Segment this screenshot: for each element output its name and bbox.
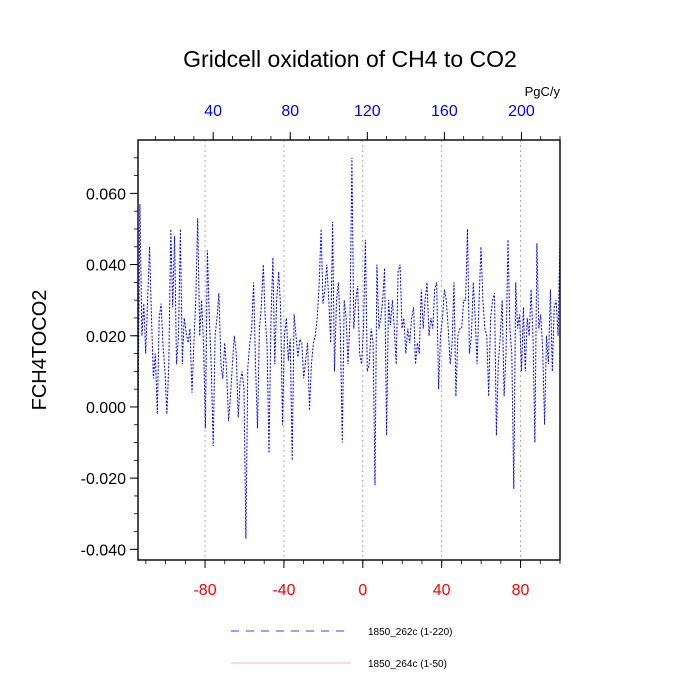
- x-bottom-tick-label: -80: [193, 582, 216, 599]
- x-top-tick-label: 160: [431, 103, 458, 120]
- x-bottom-tick-label: -40: [272, 582, 295, 599]
- x-bottom-tick-label: 80: [512, 582, 530, 599]
- x-top-tick-label: 120: [354, 103, 381, 120]
- legend: 1850_262c (1-220) 1850_264c (1-50): [231, 627, 453, 670]
- y-tick-label: 0.040: [86, 258, 126, 275]
- legend-label-1: 1850_262c (1-220): [368, 627, 453, 638]
- plot-frame: [137, 139, 561, 561]
- x-top-tick-label: 40: [204, 103, 222, 120]
- top-axis-units: PgC/y: [525, 84, 561, 99]
- chart-title: Gridcell oxidation of CH4 to CO2: [183, 46, 517, 72]
- x-tick-labels-top: 40 80 120 160 200: [204, 103, 535, 120]
- series-line-1: [137, 157, 561, 539]
- x-top-tick-label: 80: [281, 103, 299, 120]
- y-tick-label: 0.060: [86, 186, 126, 203]
- grid-lines: [204, 140, 521, 560]
- y-tick-label: -0.040: [81, 542, 126, 559]
- x-bottom-tick-label: 0: [358, 582, 367, 599]
- legend-label-2: 1850_264c (1-50): [368, 659, 447, 670]
- y-tick-label: -0.020: [81, 471, 126, 488]
- y-tick-labels: -0.040 -0.020 0.000 0.020 0.040 0.060: [81, 186, 126, 559]
- x-bottom-tick-label: 40: [433, 582, 451, 599]
- x-tick-labels-bottom: -80 -40 0 40 80: [193, 582, 529, 599]
- y-tick-label: 0.020: [86, 329, 126, 346]
- x-top-tick-label: 200: [508, 103, 535, 120]
- y-tick-label: 0.000: [86, 400, 126, 417]
- y-axis-label: FCH4TOCO2: [29, 290, 51, 411]
- plot-area: [137, 157, 561, 539]
